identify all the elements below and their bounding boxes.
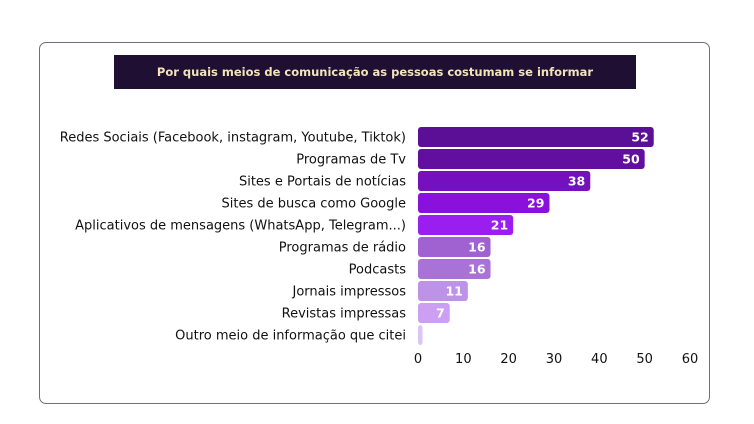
value-label-3: 38	[568, 174, 585, 189]
bar-8	[418, 281, 468, 301]
value-label-2: 50	[622, 152, 640, 167]
x-tick-label: 30	[546, 352, 563, 367]
value-label-4: 29	[527, 196, 544, 211]
bar-2	[418, 149, 645, 169]
x-tick-label: 50	[636, 352, 653, 367]
category-label-7: Podcasts	[349, 263, 407, 278]
chart-title-bar: Por quais meios de comunicação as pessoa…	[114, 55, 636, 89]
category-label-3: Sites e Portais de notícias	[239, 175, 406, 190]
value-label-9: 7	[436, 306, 445, 321]
category-label-9: Revistas impressas	[282, 307, 407, 322]
bar-6	[418, 237, 491, 257]
x-tick-label: 0	[414, 352, 422, 367]
category-label-1: Redes Sociais (Facebook, instagram, Yout…	[60, 131, 406, 146]
bar-9	[418, 303, 450, 323]
x-tick-label: 40	[591, 352, 608, 367]
chart-title: Por quais meios de comunicação as pessoa…	[156, 65, 594, 79]
value-label-6: 16	[468, 240, 486, 255]
x-tick-label: 20	[500, 352, 517, 367]
category-label-4: Sites de busca como Google	[222, 197, 406, 212]
category-label-8: Jornais impressos	[292, 285, 407, 300]
bar-3	[418, 171, 591, 191]
chart-card	[39, 42, 710, 404]
x-tick-label: 60	[682, 352, 699, 367]
bar-1	[418, 127, 654, 147]
category-label-10: Outro meio de informação que citei	[175, 329, 406, 344]
value-label-8: 11	[445, 284, 462, 299]
bar-10	[418, 325, 423, 345]
value-label-7: 16	[468, 262, 486, 277]
bar-5	[418, 215, 514, 235]
bar-4	[418, 193, 550, 213]
value-label-5: 21	[491, 218, 508, 233]
category-label-6: Programas de rádio	[279, 241, 406, 256]
category-label-2: Programas de Tv	[296, 153, 406, 168]
category-label-5: Aplicativos de mensagens (WhatsApp, Tele…	[75, 219, 406, 234]
x-tick-label: 10	[455, 352, 472, 367]
value-label-1: 52	[631, 130, 648, 145]
bar-7	[418, 259, 491, 279]
